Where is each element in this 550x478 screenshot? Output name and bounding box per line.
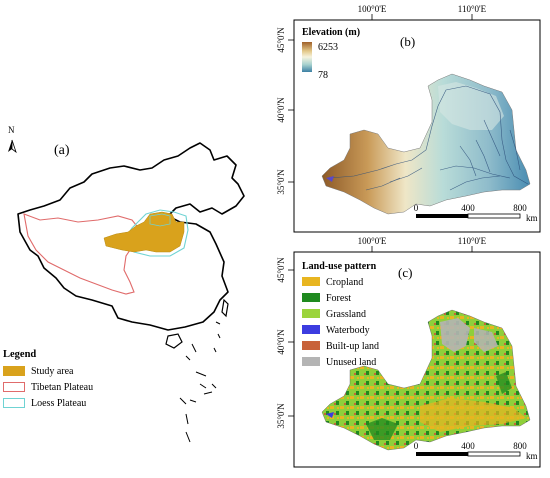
study-area-inner-loop: [149, 213, 171, 227]
b-lat-label-40: 40°0'N: [276, 97, 286, 123]
legend-item-loess-plateau: Loess Plateau: [3, 395, 114, 411]
legend-label-grassland: Grassland: [326, 309, 366, 320]
c-scale-0: 0: [414, 441, 419, 451]
landuse-legend-title: Land-use pattern: [302, 261, 377, 272]
study-area-region: [103, 211, 185, 253]
legend-swatch-study-area: [3, 366, 25, 376]
unused-land-area: [440, 318, 470, 352]
elevation-min: 78: [318, 70, 328, 81]
swatch-built-up-land: [302, 341, 320, 350]
b-scale-800: 800: [513, 203, 527, 213]
swatch-waterbody: [302, 325, 320, 334]
taiwan-island: [221, 298, 229, 318]
c-scale-bar: [416, 451, 521, 457]
waterbody-lake: [326, 412, 334, 418]
legend-label-cropland: Cropland: [326, 277, 363, 288]
c-lon-label-100: 100°0'E: [358, 236, 387, 246]
b-lon-label-100: 100°0'E: [358, 4, 387, 14]
south-china-sea-islands: [179, 321, 221, 443]
legend-item-tibetan-plateau: Tibetan Plateau: [3, 379, 114, 395]
c-scale-800: 800: [513, 441, 527, 451]
legend-label-study-area: Study area: [31, 365, 74, 377]
legend-title: Legend: [3, 349, 37, 360]
legend-box: Legend Study area Tibetan Plateau Loess …: [3, 349, 114, 416]
forest-area: [366, 418, 398, 440]
b-scale-bar: [416, 213, 521, 219]
lake-icon: [326, 176, 334, 182]
c-lat-label-40: 40°0'N: [276, 329, 286, 355]
unused-land-area-2: [474, 328, 498, 352]
b-lon-label-110: 110°0'E: [458, 4, 487, 14]
panel-c-label: (c): [398, 265, 412, 280]
panel-b-elevation-map: 100°0'E 110°0'E 45°0'N 40°0'N 35°0'N Ele…: [270, 0, 550, 236]
c-scale-400: 400: [461, 441, 475, 451]
tibetan-plateau-outline: [23, 213, 141, 295]
legend-label-waterbody: Waterbody: [326, 325, 370, 336]
b-lat-label-45: 45°0'N: [276, 27, 286, 53]
c-scale-unit: km: [526, 451, 538, 461]
hainan-island: [165, 333, 183, 349]
legend-label-forest: Forest: [326, 293, 351, 304]
swatch-forest: [302, 293, 320, 302]
panel-b-label: (b): [400, 34, 415, 49]
swatch-cropland: [302, 277, 320, 286]
c-lat-label-45: 45°0'N: [276, 257, 286, 283]
panel-a-map: N (a) Legend Study area Tibetan: [3, 125, 245, 443]
legend-label-tibetan-plateau: Tibetan Plateau: [31, 381, 94, 393]
north-arrow-icon: [8, 139, 17, 154]
north-letter: N: [8, 125, 15, 135]
c-lat-label-35: 35°0'N: [276, 403, 286, 429]
legend-label-built-up-land: Built-up land: [326, 341, 379, 352]
elevation-ramp: [302, 42, 312, 72]
b-scale-0: 0: [414, 203, 419, 213]
landuse-legend: [302, 277, 320, 366]
b-scale-unit: km: [526, 213, 538, 223]
panel-a-label: (a): [54, 143, 70, 158]
elevation-max: 6253: [318, 42, 338, 53]
ordos-area: [438, 82, 504, 130]
legend-item-study-area: Study area: [3, 363, 114, 379]
river-network: [329, 85, 529, 191]
legend-swatch-tibetan-plateau: [3, 382, 25, 392]
swatch-grassland: [302, 309, 320, 318]
panel-c-landuse-map: 100°0'E 110°0'E 45°0'N 40°0'N 35°0'N Lan…: [270, 236, 550, 473]
legend-label-unused-land: Unused land: [326, 357, 376, 368]
elevation-legend-title: Elevation (m): [302, 27, 360, 38]
legend-swatch-loess-plateau: [3, 398, 25, 408]
c-lon-label-110: 110°0'E: [458, 236, 487, 246]
b-scale-400: 400: [461, 203, 475, 213]
legend-label-loess-plateau: Loess Plateau: [31, 397, 87, 409]
cropland-belt: [420, 398, 526, 432]
b-lat-label-35: 35°0'N: [276, 169, 286, 195]
swatch-unused-land: [302, 357, 320, 366]
forest-area-2: [496, 372, 512, 394]
